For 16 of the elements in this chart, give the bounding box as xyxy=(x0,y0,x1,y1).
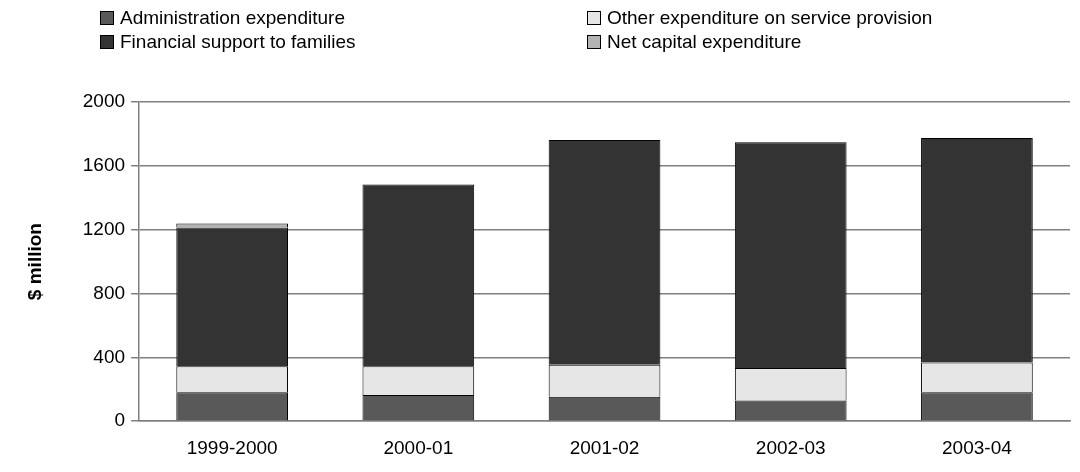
legend-label: Financial support to families xyxy=(120,30,356,54)
x-tick-label: 2001-02 xyxy=(569,436,640,458)
legend-label: Net capital expenditure xyxy=(607,30,802,54)
y-tick-label: 400 xyxy=(93,345,126,367)
x-tick-label: 1999-2000 xyxy=(186,436,278,458)
y-tick-label: 0 xyxy=(114,409,126,431)
y-tick-label: 1200 xyxy=(82,217,126,239)
legend-label: Administration expenditure xyxy=(120,6,345,30)
legend-label: Other expenditure on service provision xyxy=(607,6,933,30)
y-tick-label: 800 xyxy=(93,281,126,303)
y-axis-title: $ million xyxy=(23,223,45,301)
x-tick-label: 2002-03 xyxy=(755,436,826,458)
x-tick-label: 2003-04 xyxy=(942,436,1013,458)
y-tick-label: 1600 xyxy=(82,154,126,176)
y-tick-label: 2000 xyxy=(82,90,126,112)
x-tick-label: 2000-01 xyxy=(383,436,454,458)
